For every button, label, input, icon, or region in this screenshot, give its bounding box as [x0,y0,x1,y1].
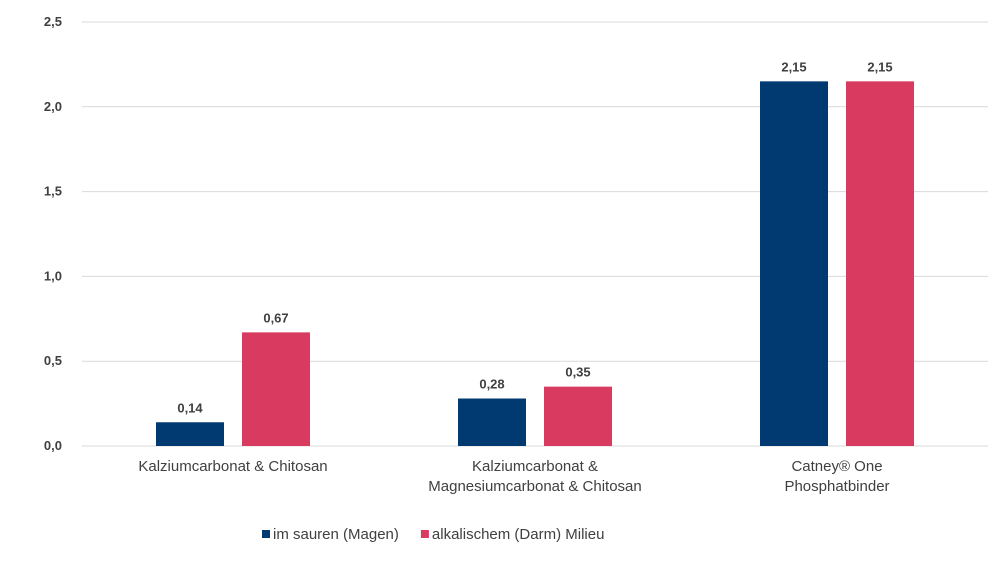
legend-entry: im sauren (Magen) [273,526,399,543]
y-axis: 0,0 0,5 1,0 1,5 2,0 2,5 [44,14,62,453]
y-tick-label: 0,0 [44,438,62,453]
y-tick-label: 2,5 [44,14,62,29]
data-label: 2,15 [867,59,892,74]
x-category-label: Catney® One [791,458,882,475]
data-labels: 0,14 0,67 0,28 0,35 2,15 2,15 [177,59,892,415]
x-category-label: Kalziumcarbonat & Chitosan [138,458,327,475]
legend-swatch [262,530,270,538]
bar [846,81,914,447]
x-axis: Kalziumcarbonat & Chitosan Kalziumcarbona… [138,458,889,495]
y-tick-label: 1,0 [44,268,62,283]
data-label: 0,14 [177,400,203,415]
bar [156,422,224,446]
y-tick-label: 2,0 [44,99,62,114]
y-tick-label: 1,5 [44,184,62,199]
y-tick-label: 0,5 [44,353,62,368]
x-category-label: Magnesiumcarbonat & Chitosan [428,478,641,495]
bar [242,332,310,446]
bars [156,81,914,447]
x-category-label: Kalziumcarbonat & [472,458,598,475]
bar [760,81,828,447]
bar [458,398,526,446]
bar [544,386,612,446]
data-label: 0,35 [565,365,590,380]
x-category-label: Phosphatbinder [784,478,889,495]
legend: im sauren (Magen) alkalischem (Darm) Mili… [262,526,604,543]
data-label: 0,28 [479,377,504,392]
data-label: 0,67 [263,310,288,325]
gridlines [82,21,988,447]
legend-entry: alkalischem (Darm) Milieu [432,526,605,543]
data-label: 2,15 [781,59,806,74]
legend-swatch [420,530,429,538]
